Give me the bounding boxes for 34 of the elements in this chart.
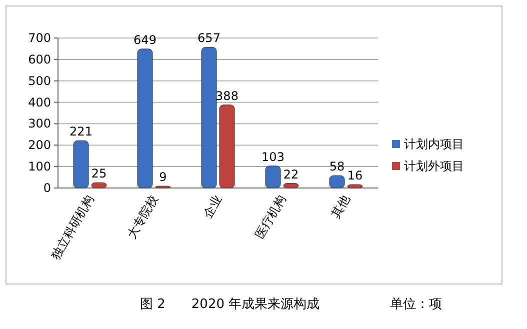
x-tick-label: 其他 [328,192,353,220]
data-label: 221 [70,124,92,139]
bar [329,175,345,188]
bar [73,140,89,188]
text: 单位：项 [390,297,442,312]
bar [265,166,281,188]
data-label: 58 [329,160,345,174]
bar [137,48,153,188]
x-tick-label: 独立科研机构 [48,192,97,262]
bar [283,183,299,188]
legend-label: 计划内项目 [404,137,464,151]
y-tick-label: 100 [28,160,51,174]
y-tick-label: 200 [28,138,51,152]
data-label: 16 [347,168,363,183]
legend-label: 计划外项目 [404,159,464,173]
y-tick-label: 0 [43,181,51,195]
x-tick-label: 医疗机构 [252,192,289,242]
data-label: 22 [283,167,299,182]
data-label: 103 [262,150,284,164]
text: 图 2 2020 年成果来源构成 [140,297,320,312]
y-tick-label: 400 [28,95,51,110]
bar [219,104,235,188]
bar [347,184,363,188]
y-tick-label: 500 [28,74,51,88]
x-tick-label: 企业 [200,192,225,220]
y-tick-label: 700 [28,31,51,45]
y-tick-label: 300 [28,116,51,131]
data-label: 649 [134,32,156,47]
data-label: 9 [159,170,167,184]
x-tick-label: 大专院校 [124,192,161,242]
bar [201,46,217,188]
data-label: 25 [91,166,107,181]
data-label: 657 [198,31,220,46]
y-tick-label: 600 [28,52,51,66]
